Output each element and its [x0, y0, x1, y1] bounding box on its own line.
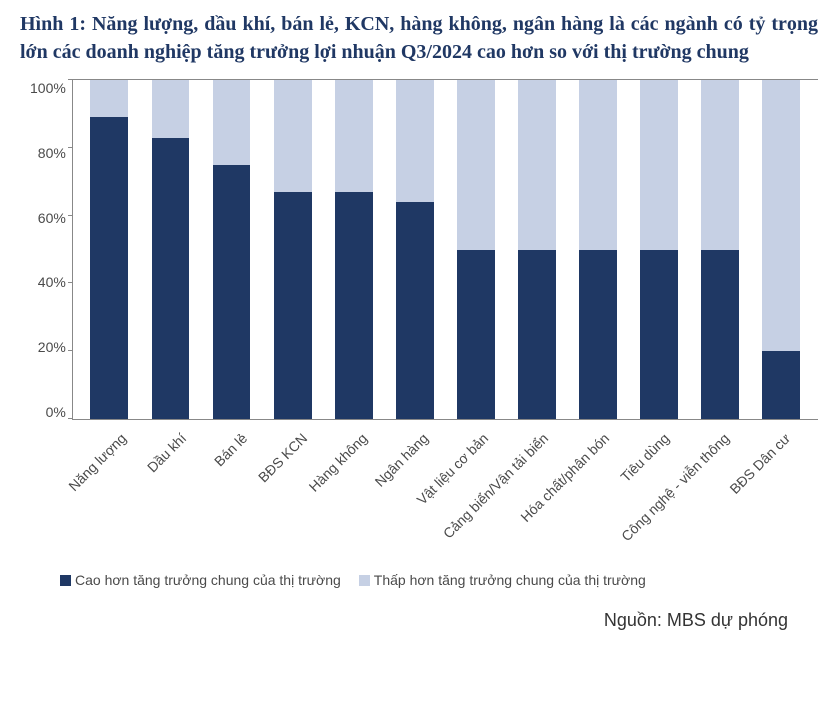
bar-slot [323, 80, 384, 419]
bar-segment-top [213, 80, 251, 165]
bar [152, 80, 190, 419]
plot-area [72, 80, 818, 420]
bar-segment-top [274, 80, 312, 192]
chart-title: Hình 1: Năng lượng, dầu khí, bán lẻ, KCN… [20, 10, 818, 66]
bar-segment-bottom [701, 250, 739, 420]
bar-segment-bottom [335, 192, 373, 419]
y-axis: 100% 80% 60% 40% 20% 0% [30, 80, 72, 420]
y-tick-label: 60% [38, 210, 66, 226]
bar-segment-top [518, 80, 556, 250]
gridline [73, 79, 818, 80]
x-tick-label: Dầu khí [144, 430, 189, 475]
x-label-slot: Công nghệ - viễn thông [691, 420, 751, 570]
bar-segment-bottom [518, 250, 556, 420]
bar-slot [629, 80, 690, 419]
y-tick-label: 0% [46, 404, 66, 420]
bar-segment-bottom [90, 117, 128, 419]
bar-slot [568, 80, 629, 419]
bar [274, 80, 312, 419]
bar-segment-top [335, 80, 373, 192]
y-tick-label: 20% [38, 339, 66, 355]
bar-segment-bottom [579, 250, 617, 420]
bar-segment-top [396, 80, 434, 202]
x-label-slot: Dầu khí [148, 420, 208, 570]
bar [396, 80, 434, 419]
bar-slot [506, 80, 567, 419]
x-label-slot: BĐS Dân cư [752, 420, 812, 570]
y-tick-label: 80% [38, 145, 66, 161]
bar-segment-bottom [152, 138, 190, 419]
y-tick-mark [68, 418, 73, 419]
bar [90, 80, 128, 419]
x-label-slot: Hàng không [329, 420, 389, 570]
source-text: Nguồn: MBS dự phóng [20, 610, 818, 631]
bar [335, 80, 373, 419]
x-tick-label: Năng lượng [65, 430, 129, 494]
bar-slot [262, 80, 323, 419]
bar [701, 80, 739, 419]
bar-segment-bottom [396, 202, 434, 419]
bar [518, 80, 556, 419]
bar-segment-bottom [762, 351, 800, 419]
bar [762, 80, 800, 419]
bar-slot [751, 80, 812, 419]
x-tick-label: Bán lẻ [211, 430, 250, 469]
y-tick-mark [68, 147, 73, 148]
bar-segment-top [152, 80, 190, 138]
bar [579, 80, 617, 419]
chart-container: 100%80%60%40%20%0% Năng lượngDầu khíBán … [30, 80, 818, 588]
bar-slot [201, 80, 262, 419]
bar-segment-top [640, 80, 678, 250]
bar-segment-top [579, 80, 617, 250]
y-tick-label: 40% [38, 274, 66, 290]
bar-slot [384, 80, 445, 419]
chart-area: 100% 80% 60% 40% 20% 0% [30, 80, 818, 420]
legend-swatch-1 [359, 575, 370, 586]
bar-segment-top [762, 80, 800, 351]
bar-slot [690, 80, 751, 419]
bar [640, 80, 678, 419]
x-label-slot: Hóa chất/phân bón [571, 420, 631, 570]
x-label-slot: Năng lượng [88, 420, 148, 570]
legend: Cao hơn tăng trưởng chung của thị trường… [60, 572, 818, 588]
bar-slot [140, 80, 201, 419]
y-tick-label: 100% [30, 80, 66, 96]
bar-segment-bottom [457, 250, 495, 420]
bar [457, 80, 495, 419]
y-tick-mark [68, 215, 73, 216]
x-axis-labels: Năng lượngDầu khíBán lẻBĐS KCNHàng không… [82, 420, 818, 570]
bar-slot [445, 80, 506, 419]
bar-segment-top [457, 80, 495, 250]
bars-group [73, 80, 818, 419]
legend-swatch-0 [60, 575, 71, 586]
bar-segment-bottom [274, 192, 312, 419]
bar-segment-top [701, 80, 739, 250]
x-label-slot: Bán lẻ [209, 420, 269, 570]
legend-label-0: Cao hơn tăng trưởng chung của thị trường [75, 572, 341, 588]
x-label-slot: BĐS KCN [269, 420, 329, 570]
legend-item-1: Thấp hơn tăng trưởng chung của thị trườn… [359, 572, 646, 588]
bar-segment-bottom [213, 165, 251, 419]
bar-segment-top [90, 80, 128, 117]
bar [213, 80, 251, 419]
y-tick-mark [68, 350, 73, 351]
legend-item-0: Cao hơn tăng trưởng chung của thị trường [60, 572, 341, 588]
legend-label-1: Thấp hơn tăng trưởng chung của thị trườn… [374, 572, 646, 588]
y-tick-mark [68, 282, 73, 283]
bar-slot [79, 80, 140, 419]
bar-segment-bottom [640, 250, 678, 420]
